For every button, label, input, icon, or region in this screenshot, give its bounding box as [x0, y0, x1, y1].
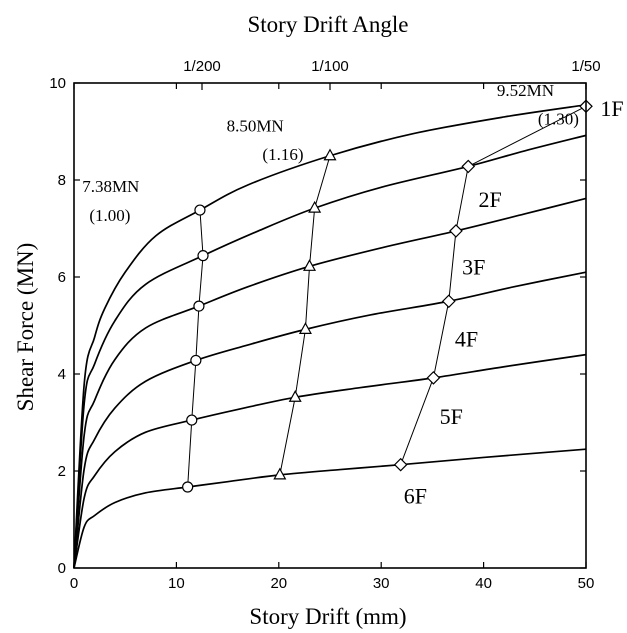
diamond-marker-2f	[461, 159, 476, 174]
curve-5f	[73, 353, 587, 569]
triangle-marker-4f	[298, 322, 312, 334]
triangle-marker-6f	[273, 467, 287, 480]
y-axis-label: Shear Force (MN)	[13, 243, 38, 412]
floor-label-2f: 2F	[478, 187, 501, 212]
x-axis-label: Story Drift (mm)	[249, 604, 406, 629]
triangle-marker-3f	[303, 259, 317, 271]
circle-connector-line	[187, 210, 204, 488]
diamond-marker-5f	[426, 371, 441, 385]
curve-3f	[73, 197, 587, 569]
curve-2f	[73, 134, 587, 569]
y-tick-label: 4	[58, 366, 66, 383]
y-tick-label: 0	[58, 560, 66, 577]
circle-marker-2f	[197, 250, 209, 262]
chart-labels: 0 10 20 30 40 50 0 2 4 6 8 10 1/200 1/100 1/50 7.38MN (1…	[49, 58, 623, 592]
annotation-label: (1.30)	[538, 110, 579, 129]
triangle-marker-2f	[308, 200, 322, 213]
x-tick-label: 0	[70, 575, 78, 592]
diamond-marker-4f	[441, 294, 456, 309]
circle-marker-3f	[193, 300, 205, 312]
top-tick-label: 1/100	[311, 58, 349, 75]
y-tick-label: 2	[58, 463, 66, 480]
floor-label-4f: 4F	[455, 326, 478, 351]
triangle-marker-1f	[323, 148, 337, 161]
triangle-connector-line	[279, 155, 331, 475]
floor-label-5f: 5F	[440, 404, 463, 429]
circle-marker-4f	[190, 354, 202, 367]
x-tick-label: 10	[168, 575, 185, 592]
y-tick-label: 6	[58, 269, 66, 286]
y-tick-label: 10	[49, 75, 66, 92]
circle-marker-5f	[186, 414, 198, 426]
x-tick-label: 30	[373, 575, 390, 592]
x-tick-label: 50	[578, 575, 595, 592]
axis-ticks	[73, 82, 587, 569]
x-tick-label: 20	[270, 575, 287, 592]
chart-title: Story Drift Angle	[248, 12, 409, 37]
triangle-marker-5f	[288, 390, 302, 402]
curve-4f	[73, 271, 587, 569]
circle-marker-1f	[194, 204, 206, 216]
floor-label-6f: 6F	[404, 483, 427, 508]
top-tick-label: 1/200	[183, 58, 221, 75]
x-tick-label: 40	[475, 575, 492, 592]
annotation-label: 8.50MN	[227, 117, 284, 136]
annotation-label: 7.38MN	[82, 177, 139, 196]
annotation-label: (1.16)	[262, 145, 303, 164]
diamond-marker-3f	[449, 224, 463, 238]
top-tick-label: 1/50	[571, 58, 600, 75]
diamond-connector-line	[400, 105, 587, 465]
diamond-marker-6f	[393, 457, 408, 472]
floor-label-1f: 1F	[600, 96, 623, 121]
curve-6f	[73, 448, 587, 569]
annotation-label: 9.52MN	[497, 81, 554, 100]
annotation-label: (1.00)	[89, 206, 130, 225]
connector-lines	[187, 105, 587, 488]
circle-marker-6f	[182, 481, 194, 493]
floor-label-3f: 3F	[462, 255, 485, 280]
data-markers	[182, 99, 593, 493]
y-tick-label: 8	[58, 172, 66, 189]
shear-curves	[73, 103, 587, 569]
curve-1f	[73, 103, 587, 569]
